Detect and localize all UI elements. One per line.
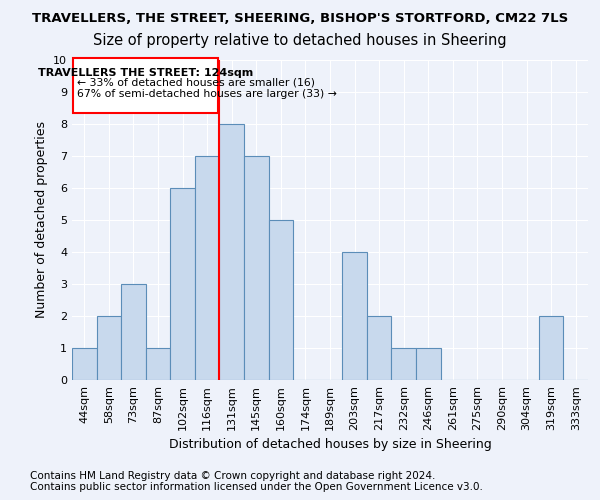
Bar	[416, 348, 440, 380]
Bar	[146, 348, 170, 380]
Bar	[391, 348, 416, 380]
Text: TRAVELLERS THE STREET: 124sqm: TRAVELLERS THE STREET: 124sqm	[38, 68, 253, 78]
Bar	[97, 316, 121, 380]
Text: TRAVELLERS, THE STREET, SHEERING, BISHOP'S STORTFORD, CM22 7LS: TRAVELLERS, THE STREET, SHEERING, BISHOP…	[32, 12, 568, 26]
FancyBboxPatch shape	[73, 58, 218, 113]
Bar	[72, 348, 97, 380]
Text: 67% of semi-detached houses are larger (33) →: 67% of semi-detached houses are larger (…	[77, 89, 337, 99]
Text: Contains public sector information licensed under the Open Government Licence v3: Contains public sector information licen…	[30, 482, 483, 492]
Y-axis label: Number of detached properties: Number of detached properties	[35, 122, 47, 318]
X-axis label: Distribution of detached houses by size in Sheering: Distribution of detached houses by size …	[169, 438, 491, 451]
Text: Contains HM Land Registry data © Crown copyright and database right 2024.: Contains HM Land Registry data © Crown c…	[30, 471, 436, 481]
Bar	[269, 220, 293, 380]
Bar	[539, 316, 563, 380]
Text: ← 33% of detached houses are smaller (16): ← 33% of detached houses are smaller (16…	[77, 78, 315, 88]
Bar	[220, 124, 244, 380]
Text: Size of property relative to detached houses in Sheering: Size of property relative to detached ho…	[93, 32, 507, 48]
Bar	[170, 188, 195, 380]
Bar	[121, 284, 146, 380]
Bar	[367, 316, 391, 380]
Bar	[244, 156, 269, 380]
Bar	[342, 252, 367, 380]
Bar	[195, 156, 220, 380]
